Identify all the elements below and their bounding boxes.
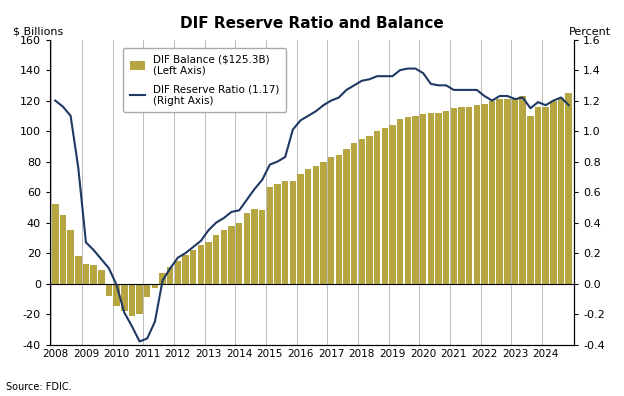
Bar: [129, 284, 135, 316]
Bar: [52, 204, 59, 284]
Bar: [451, 108, 457, 284]
Bar: [305, 169, 311, 284]
Bar: [381, 128, 388, 284]
Bar: [550, 101, 557, 284]
Bar: [458, 107, 465, 284]
Bar: [105, 284, 112, 296]
Bar: [366, 136, 373, 284]
Bar: [282, 181, 288, 284]
Bar: [397, 119, 403, 284]
Text: Source: FDIC.: Source: FDIC.: [6, 382, 72, 392]
Bar: [427, 113, 434, 284]
Bar: [558, 97, 564, 284]
Bar: [328, 157, 334, 284]
Bar: [359, 139, 365, 284]
Bar: [313, 166, 319, 284]
Bar: [98, 270, 104, 284]
Bar: [343, 149, 349, 284]
Title: DIF Reserve Ratio and Balance: DIF Reserve Ratio and Balance: [180, 17, 444, 32]
Bar: [198, 246, 204, 284]
Bar: [159, 273, 166, 284]
Bar: [336, 156, 342, 284]
Bar: [542, 107, 549, 284]
Legend: DIF Balance ($125.3B)
(Left Axis), DIF Reserve Ratio (1.17)
(Right Axis): DIF Balance ($125.3B) (Left Axis), DIF R…: [124, 48, 286, 112]
Bar: [190, 250, 197, 284]
Bar: [512, 97, 519, 284]
Bar: [243, 213, 250, 284]
Bar: [565, 93, 572, 284]
Bar: [167, 267, 173, 284]
Bar: [152, 284, 158, 288]
Bar: [90, 265, 97, 284]
Bar: [144, 284, 150, 297]
Bar: [228, 226, 235, 284]
Bar: [481, 104, 488, 284]
Bar: [489, 101, 495, 284]
Bar: [175, 261, 181, 284]
Bar: [67, 230, 74, 284]
Bar: [266, 187, 273, 284]
Bar: [236, 223, 243, 284]
Bar: [114, 284, 120, 307]
Bar: [213, 235, 220, 284]
Bar: [60, 215, 66, 284]
Bar: [259, 210, 265, 284]
Bar: [275, 185, 281, 284]
Text: Percent: Percent: [568, 27, 611, 36]
Bar: [474, 105, 480, 284]
Bar: [412, 116, 419, 284]
Bar: [290, 181, 296, 284]
Bar: [504, 99, 510, 284]
Bar: [404, 117, 411, 284]
Bar: [297, 174, 304, 284]
Bar: [121, 284, 127, 311]
Bar: [420, 114, 426, 284]
Bar: [389, 125, 396, 284]
Bar: [466, 107, 472, 284]
Bar: [251, 209, 258, 284]
Bar: [82, 264, 89, 284]
Bar: [182, 255, 189, 284]
Bar: [75, 256, 82, 284]
Bar: [443, 111, 449, 284]
Bar: [519, 96, 526, 284]
Bar: [374, 131, 381, 284]
Bar: [497, 99, 503, 284]
Bar: [221, 230, 227, 284]
Bar: [435, 113, 442, 284]
Bar: [351, 143, 358, 284]
Bar: [136, 284, 143, 314]
Text: $ Billions: $ Billions: [13, 27, 64, 36]
Bar: [535, 107, 542, 284]
Bar: [320, 162, 327, 284]
Bar: [527, 116, 534, 284]
Bar: [205, 242, 212, 284]
